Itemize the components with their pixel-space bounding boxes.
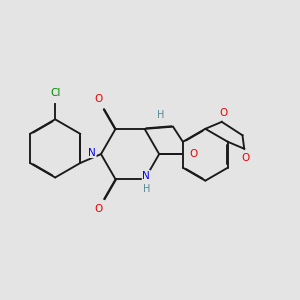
Text: Cl: Cl <box>50 88 60 98</box>
Text: N: N <box>142 170 150 181</box>
Text: O: O <box>219 108 227 118</box>
Text: H: H <box>142 184 150 194</box>
Text: H: H <box>157 110 164 119</box>
Text: O: O <box>242 153 250 163</box>
Text: N: N <box>88 148 96 158</box>
Text: O: O <box>94 204 103 214</box>
Text: O: O <box>189 149 197 159</box>
Text: O: O <box>94 94 103 104</box>
